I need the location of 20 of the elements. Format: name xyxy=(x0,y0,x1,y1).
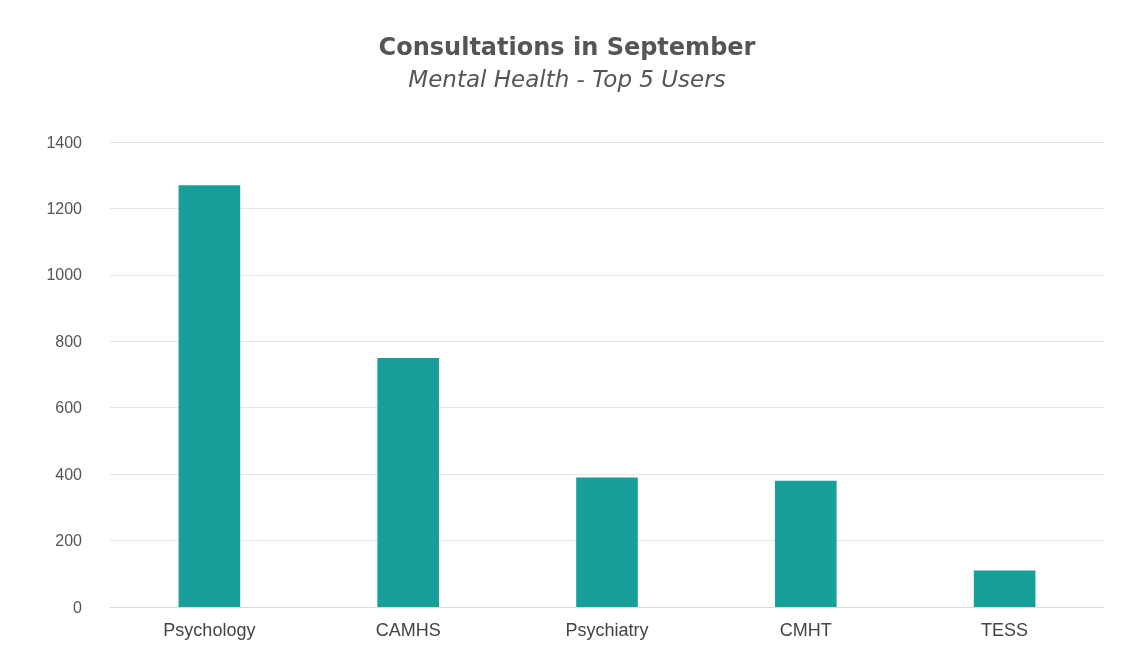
bar xyxy=(178,185,241,607)
y-tick-label: 600 xyxy=(55,399,83,417)
x-tick-label: Psychology xyxy=(163,620,256,640)
chart-title: Consultations in September xyxy=(378,33,756,61)
bar xyxy=(576,477,638,607)
chart-subtitle: Mental Health - Top 5 Users xyxy=(408,65,726,92)
x-tick-label: CAMHS xyxy=(375,620,441,640)
y-tick-label: 200 xyxy=(55,532,83,550)
x-tick-label: CMHT xyxy=(779,620,832,640)
y-tick-label: 800 xyxy=(55,332,83,350)
bar xyxy=(973,570,1036,607)
bar xyxy=(377,357,440,607)
x-tick-label: TESS xyxy=(981,620,1029,640)
y-tick-label: 1400 xyxy=(46,133,83,151)
x-tick-label: Psychiatry xyxy=(565,620,649,640)
y-tick-label: 0 xyxy=(73,598,83,616)
y-tick-label: 1200 xyxy=(46,199,83,217)
y-tick-label: 1000 xyxy=(46,266,83,284)
bar xyxy=(774,480,837,607)
y-tick-label: 400 xyxy=(55,465,83,483)
